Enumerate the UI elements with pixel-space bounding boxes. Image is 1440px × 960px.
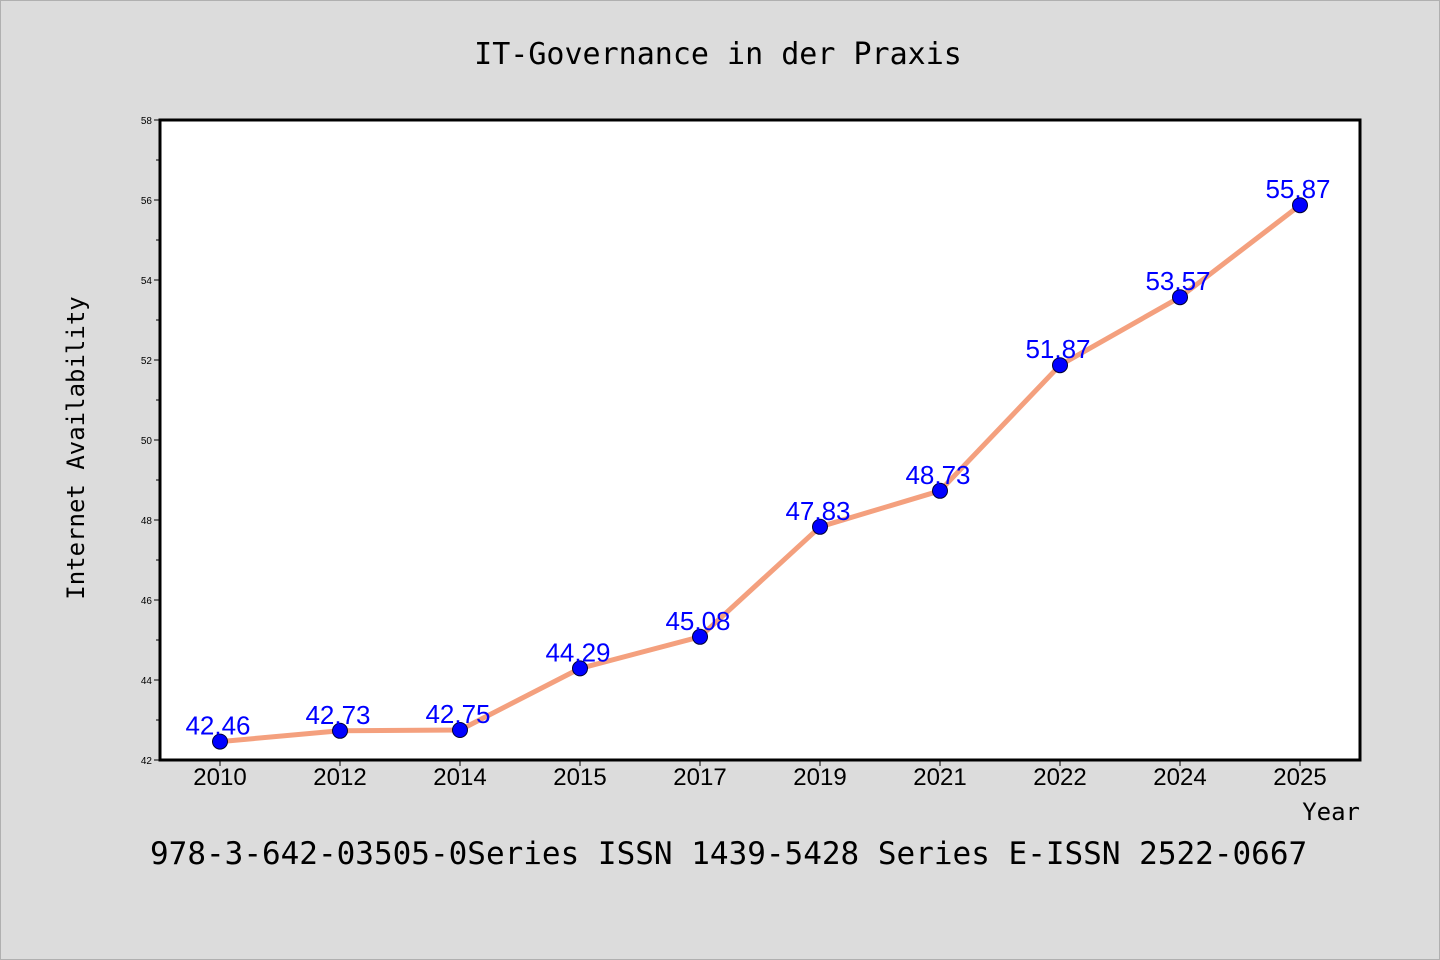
data-label: 42.75	[425, 699, 490, 729]
data-label: 48.73	[905, 460, 970, 490]
data-point	[1292, 197, 1308, 214]
data-point	[452, 722, 468, 738]
data-label: 47.83	[785, 496, 850, 526]
x-tick-label: 2021	[913, 764, 966, 791]
y-tick-label: 44	[141, 676, 153, 687]
data-label: 51.87	[1025, 334, 1090, 364]
x-axis-label: Year	[1302, 798, 1360, 826]
x-tick-label: 2014	[433, 764, 486, 791]
data-point	[1052, 357, 1068, 374]
y-tick-label: 50	[141, 436, 153, 447]
x-tick-label: 2019	[793, 764, 846, 791]
data-label: 42.73	[305, 700, 370, 730]
data-point	[572, 660, 588, 677]
x-tick-label: 2025	[1273, 764, 1326, 791]
footer-isbn-issn: 978-3-642-03505-0Series ISSN 1439-5428 S…	[150, 836, 1307, 872]
y-axis-label: Internet Availability	[62, 296, 90, 599]
y-tick-label: 52	[141, 356, 153, 367]
data-labels-group: 42.46 42.73 42.75 44.29 45.08 47.83 48.73 51.87…	[185, 174, 1330, 740]
x-tick-label: 2024	[1153, 764, 1206, 791]
series-line-group	[212, 197, 1308, 750]
series-line	[217, 202, 1303, 745]
y-tick-label: 42	[141, 756, 153, 767]
y-tick-label: 48	[141, 516, 153, 527]
x-tick-label: 2022	[1033, 764, 1086, 791]
data-point	[332, 722, 348, 739]
y-tick-label: 56	[141, 196, 153, 207]
data-point	[932, 482, 948, 499]
data-label: 42.46	[185, 711, 250, 741]
plot-border	[158, 118, 1362, 762]
x-tick-label: 2015	[553, 764, 606, 791]
x-axis-ticks: 2010 2012 2014 2015 2017 2019 2021 2022 2024 2025	[193, 760, 1327, 791]
x-tick-label: 2010	[193, 764, 246, 791]
x-tick-label: 2017	[673, 764, 726, 791]
x-tick-label: 2012	[313, 764, 366, 791]
plot-area	[160, 120, 1360, 760]
y-tick-label: 58	[141, 116, 153, 127]
data-point	[692, 628, 708, 645]
chart-title: IT-Governance in der Praxis	[474, 37, 962, 72]
data-label: 53.57	[1145, 266, 1210, 296]
data-point	[1172, 289, 1188, 306]
data-label: 44.29	[545, 637, 610, 667]
y-tick-label: 54	[141, 276, 153, 287]
y-axis-ticks: 42 44 46 48 50 52 54 56 58	[141, 116, 160, 767]
data-label: 55.87	[1265, 174, 1330, 204]
data-label: 45.08	[665, 606, 730, 636]
y-tick-label: 46	[141, 596, 153, 607]
data-point	[812, 518, 828, 535]
data-point	[212, 733, 228, 750]
